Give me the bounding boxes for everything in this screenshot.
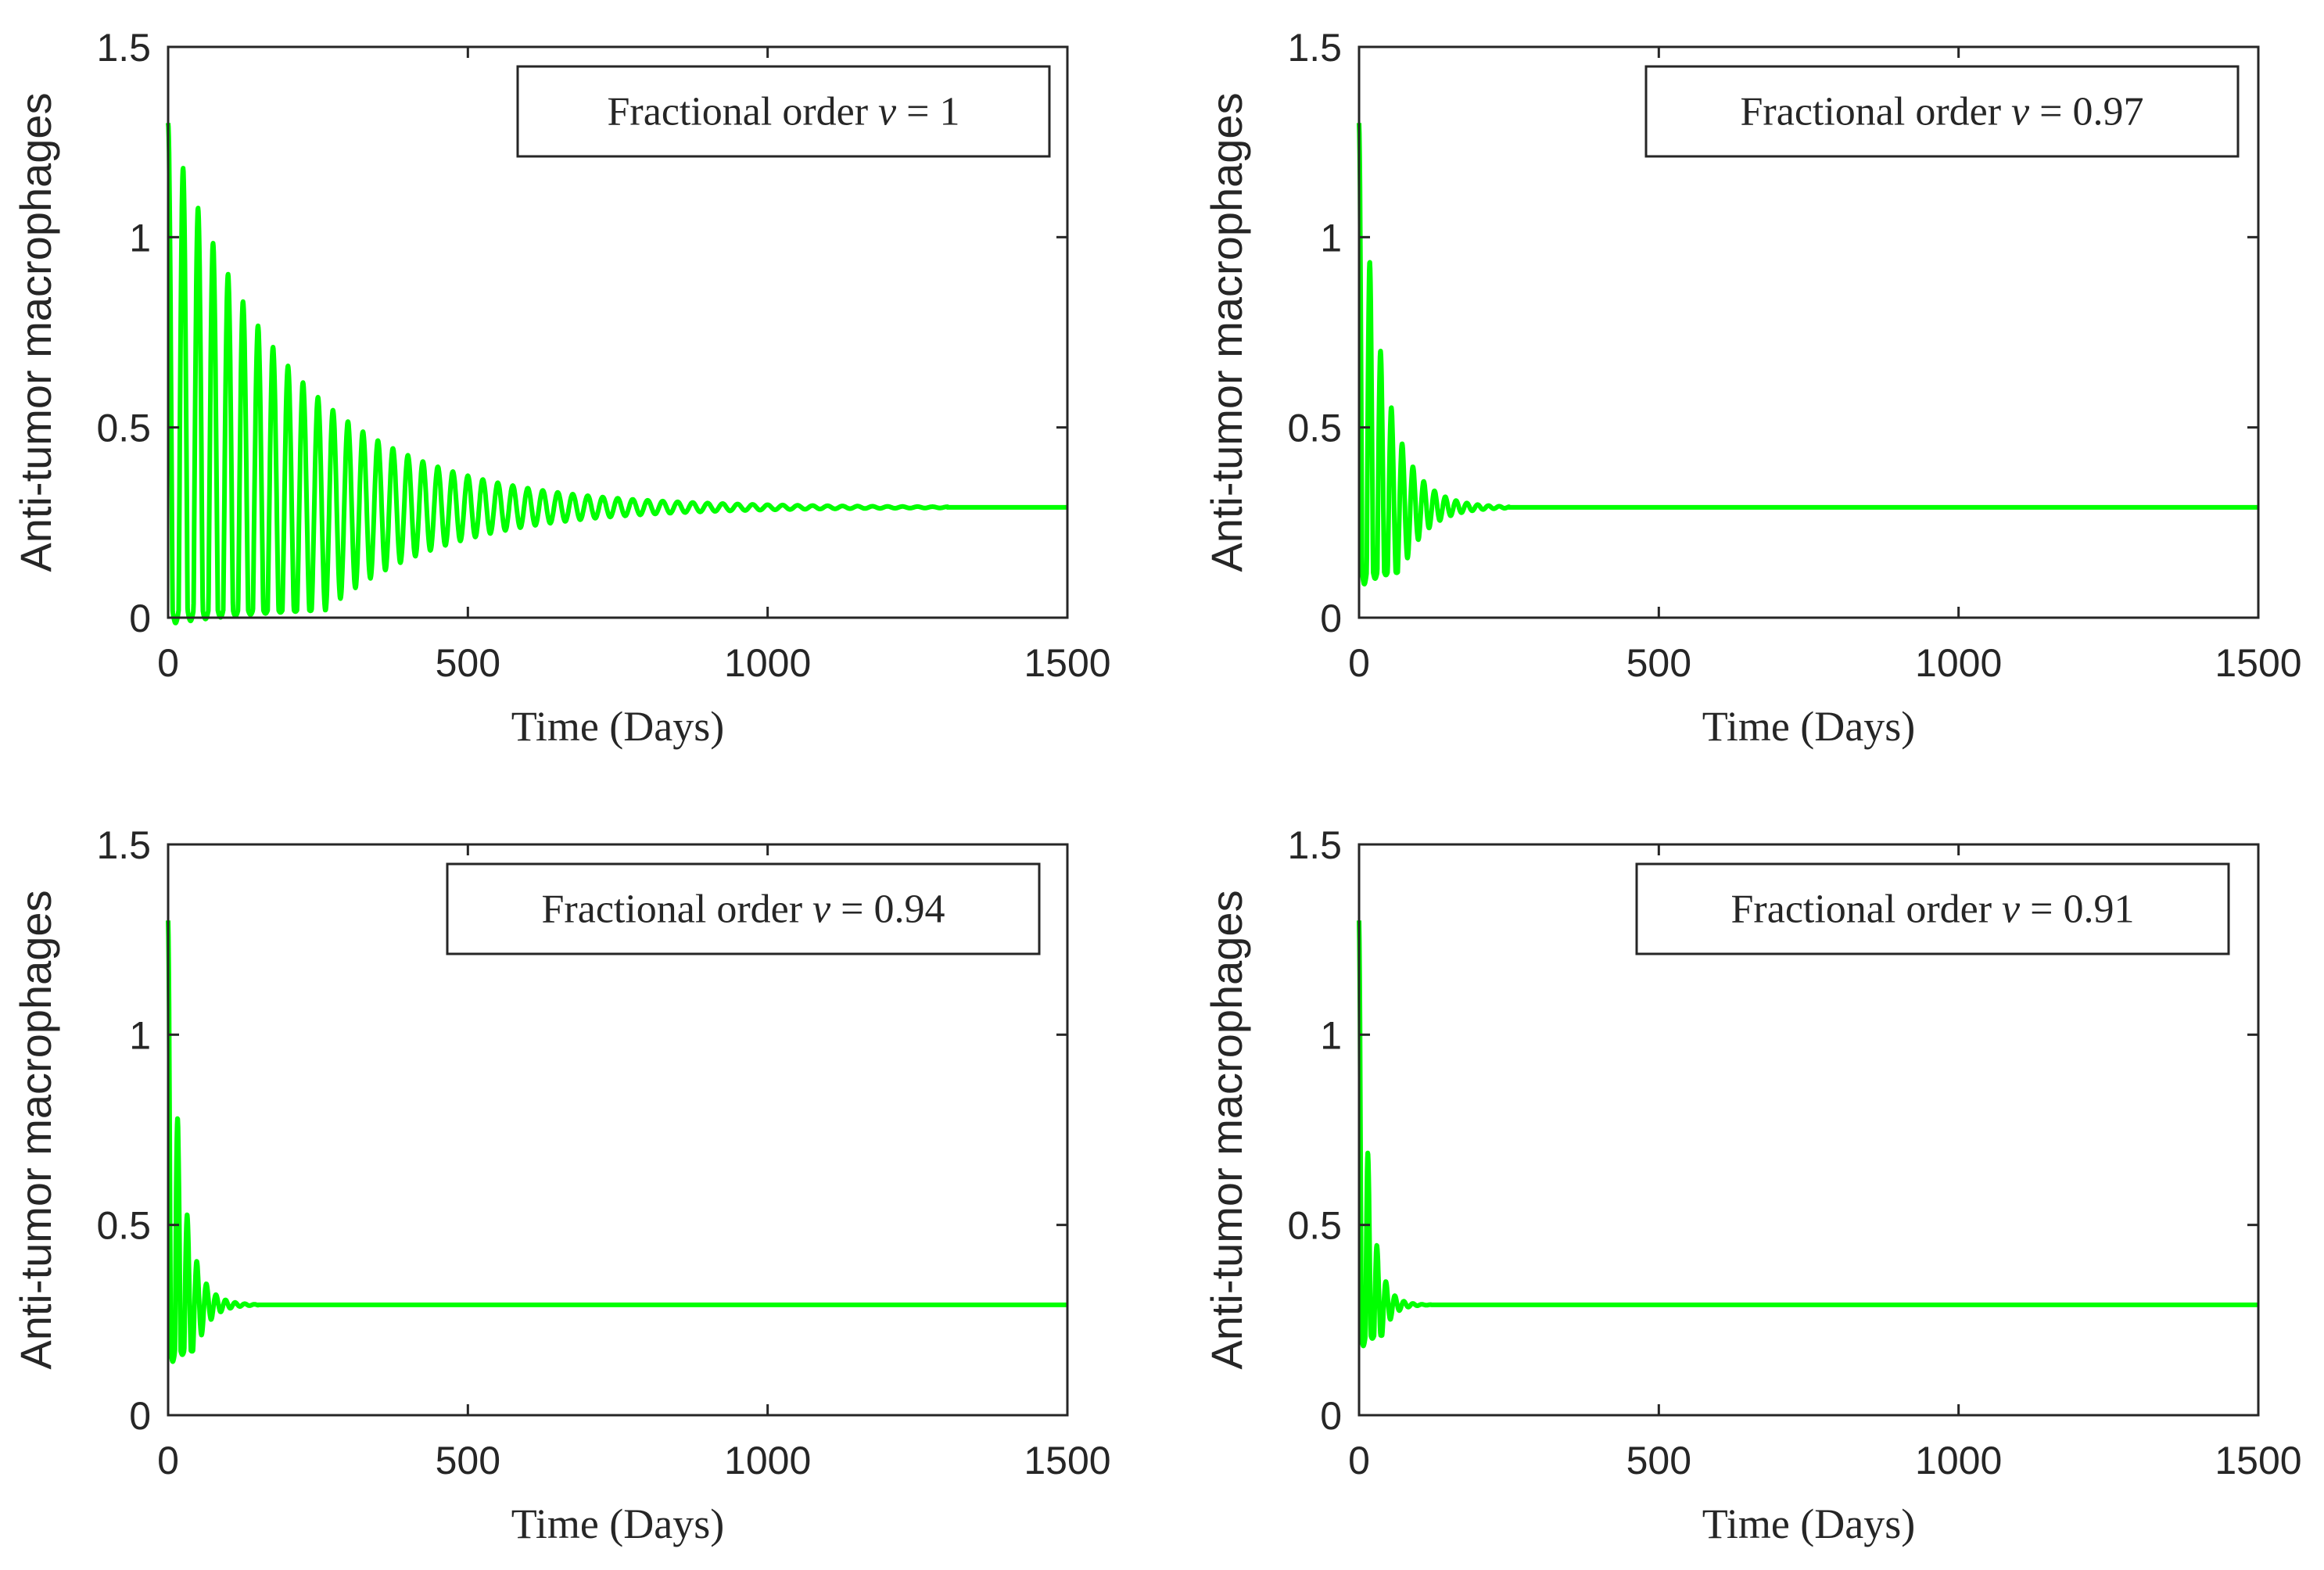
x-tick-label: 0 xyxy=(157,1439,179,1482)
y-tick-label: 1 xyxy=(1320,1013,1342,1057)
plot-area-frame xyxy=(167,45,1069,619)
y-axis-title: Anti-tumor macrophages xyxy=(1202,92,1251,572)
x-tick-label: 500 xyxy=(436,1439,500,1482)
legend-label: Fractional order v = 0.91 xyxy=(1731,887,2135,932)
series-line xyxy=(1357,920,2261,1349)
y-tick-label: 1 xyxy=(129,216,151,260)
x-tick-label: 500 xyxy=(1626,641,1691,685)
x-tick-label: 1500 xyxy=(1024,641,1110,685)
chart-panel-4: 0 500 1000 1500 0 0.5 1 1.5 Time (Days) Anti-tumo… xyxy=(1202,823,2302,1547)
x-tick-label: 1000 xyxy=(724,1439,811,1482)
x-tick-label: 0 xyxy=(1348,641,1370,685)
legend: Fractional order v = 0.97 xyxy=(1644,65,2240,158)
y-tick-label: 0 xyxy=(129,1394,151,1438)
plot-area-frame xyxy=(167,843,1069,1417)
chart-panel-1: 0 500 1000 1500 0 0.5 1 1.5 Time (Days) Anti-tumo… xyxy=(11,26,1111,750)
legend: Fractional order v = 1 xyxy=(516,65,1051,158)
y-tick-label: 0.5 xyxy=(96,407,151,450)
y-tick-label: 1 xyxy=(1320,216,1342,260)
y-tick-label: 0 xyxy=(1320,597,1342,640)
plot-area-frame xyxy=(1357,45,2260,619)
x-tick-label: 1500 xyxy=(2215,1439,2301,1482)
x-axis-title: Time (Days) xyxy=(1702,703,1916,750)
chart-panel-2: 0 500 1000 1500 0 0.5 1 1.5 Time (Days) Anti-tumo… xyxy=(1202,26,2302,750)
series-line xyxy=(166,123,1070,625)
y-tick-label: 0.5 xyxy=(1287,1204,1342,1248)
legend-label: Fractional order v = 0.97 xyxy=(1741,90,2144,134)
x-axis-title: Time (Days) xyxy=(511,1500,725,1547)
legend-box xyxy=(446,862,1041,955)
y-tick-label: 0.5 xyxy=(1287,407,1342,450)
x-tick-label: 1000 xyxy=(1915,1439,2002,1482)
x-tick-label: 500 xyxy=(1626,1439,1691,1482)
y-tick-label: 0 xyxy=(1320,1394,1342,1438)
x-tick-label: 1000 xyxy=(1915,641,2002,685)
y-tick-label: 1.5 xyxy=(1287,26,1342,70)
y-tick-label: 1.5 xyxy=(96,823,151,867)
x-tick-label: 0 xyxy=(1348,1439,1370,1482)
legend-label: Fractional order v = 0.94 xyxy=(542,887,945,932)
y-tick-label: 1 xyxy=(129,1013,151,1057)
legend: Fractional order v = 0.94 xyxy=(446,862,1041,955)
x-axis-title: Time (Days) xyxy=(511,703,725,750)
y-axis-title: Anti-tumor macrophages xyxy=(11,92,60,572)
y-tick-label: 1.5 xyxy=(96,26,151,70)
series-line xyxy=(166,920,1070,1364)
x-tick-label: 1500 xyxy=(1024,1439,1110,1482)
legend-label: Fractional order v = 1 xyxy=(608,90,960,134)
x-tick-label: 1000 xyxy=(724,641,811,685)
legend-box xyxy=(1644,65,2240,158)
x-tick-label: 1500 xyxy=(2215,641,2301,685)
series-line xyxy=(1357,123,2261,587)
y-axis-title: Anti-tumor macrophages xyxy=(1202,890,1251,1369)
x-tick-label: 0 xyxy=(157,641,179,685)
legend: Fractional order v = 0.91 xyxy=(1635,862,2230,955)
plot-area-frame xyxy=(1357,843,2260,1417)
y-tick-label: 1.5 xyxy=(1287,823,1342,867)
x-axis-title: Time (Days) xyxy=(1702,1500,1916,1547)
x-tick-label: 500 xyxy=(436,641,500,685)
chart-panel-3: 0 500 1000 1500 0 0.5 1 1.5 Time (Days) Anti-tumo… xyxy=(11,823,1111,1547)
y-axis-title: Anti-tumor macrophages xyxy=(11,890,60,1369)
legend-box xyxy=(516,65,1051,158)
legend-box xyxy=(1635,862,2230,955)
y-tick-label: 0 xyxy=(129,597,151,640)
y-tick-label: 0.5 xyxy=(96,1204,151,1248)
